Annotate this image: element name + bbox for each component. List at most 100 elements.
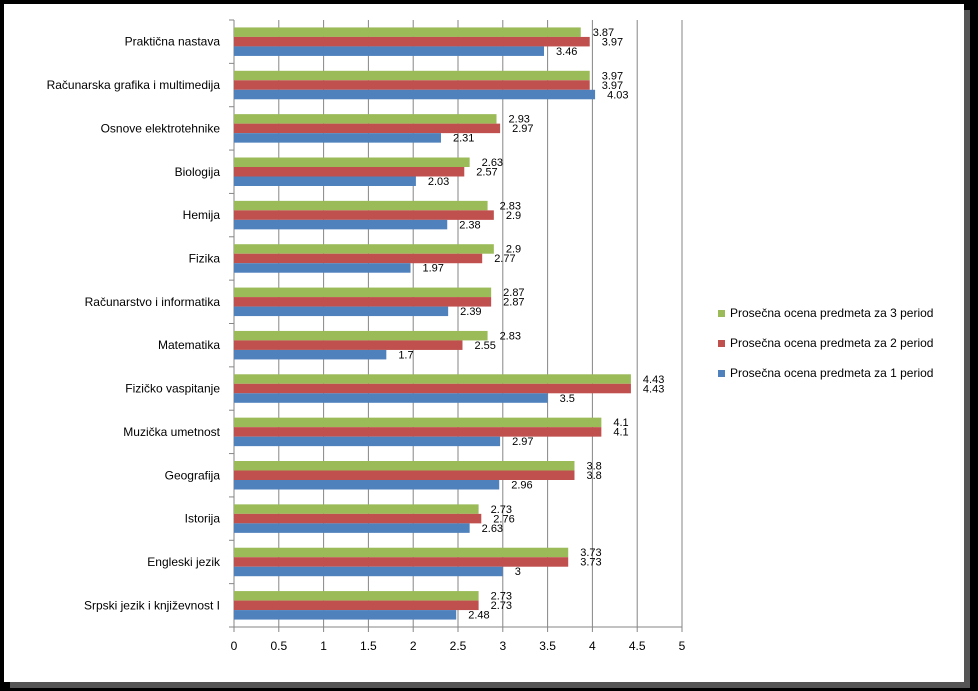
bar [234,330,488,341]
bar [234,176,416,186]
bar [234,513,482,524]
data-label: 2.9 [506,244,521,256]
bar [234,557,569,567]
bar [234,219,448,230]
data-label: 2.73 [491,591,512,603]
bar [234,89,596,100]
bar [234,427,602,437]
data-label: 3.97 [602,80,623,92]
category-label: Engleski jezik [147,555,221,569]
category-label: Računarstvo i informatika [85,295,221,309]
bar [234,591,479,601]
data-label: 2.73 [491,600,512,612]
data-label: 2.38 [459,219,480,231]
bar [234,167,465,177]
x-tick-label: 4 [589,639,596,653]
data-label: 1.7 [398,349,413,361]
x-tick-label: 5 [679,639,686,653]
bar [234,436,501,447]
x-tick-label: 2 [410,639,417,653]
data-label: 4.43 [643,374,664,386]
data-label: 2.76 [493,513,514,525]
bar [234,210,494,220]
x-tick-label: 1 [320,639,327,653]
category-label: Matematika [158,338,220,352]
bar [234,417,602,428]
data-label: 2.63 [482,157,503,169]
data-label: 2.96 [511,480,532,492]
bar [234,70,590,81]
data-label: 4.43 [643,383,664,395]
x-tick-label: 3.5 [539,639,556,653]
category-label: Hemija [183,208,221,222]
bar [234,610,457,620]
bar [234,80,590,90]
bar [234,200,488,211]
category-label: Računarska grafika i multimedija [47,78,221,92]
legend-swatch [718,310,725,317]
data-label: 3.5 [560,393,575,405]
bar [234,36,590,47]
data-label: 2.93 [509,114,530,126]
data-label: 3.73 [580,547,601,559]
data-label: 2.83 [500,330,521,342]
bar [234,547,569,558]
data-label: 3.87 [593,27,614,39]
data-label: 4.03 [607,89,628,101]
x-tick-label: 2.5 [450,639,467,653]
bar [234,461,575,471]
data-label: 4.1 [613,427,628,439]
data-label: 4.1 [613,417,628,429]
data-label: 3.97 [602,70,623,82]
bar [234,566,503,577]
data-label: 2.31 [453,133,474,145]
data-label: 2.57 [476,167,497,179]
bar [234,374,631,384]
bar [234,470,575,480]
x-tick-label: 0 [231,639,238,653]
x-tick-label: 1.5 [360,639,377,653]
data-label: 3 [515,566,521,578]
bar [234,600,479,611]
bar [234,46,545,56]
data-label: 2.87 [503,297,524,309]
category-label: Fizika [189,251,221,265]
category-label: Muzička umetnost [123,425,220,439]
data-label: 2.83 [500,200,521,212]
bar [234,383,631,394]
data-label: 2.63 [482,523,503,535]
data-label: 3.97 [602,36,623,48]
category-label: Istorija [185,512,221,526]
bar [234,133,441,143]
data-label: 2.48 [468,610,489,622]
data-label: 1.97 [423,263,444,275]
data-label: 2.55 [474,340,495,352]
bar [234,287,492,298]
bar [234,263,411,273]
bar [234,504,479,514]
bar [234,349,387,360]
data-label: 2.73 [491,504,512,516]
legend-swatch [718,340,725,347]
bar [234,253,483,264]
bar [234,480,500,490]
x-tick-label: 4.5 [629,639,646,653]
legend-swatch [718,370,725,377]
data-label: 2.87 [503,287,524,299]
category-label: Srpski jezik i književnost I [84,598,220,612]
bar [234,393,548,403]
category-label: Biologija [175,165,221,179]
data-label: 2.39 [460,306,481,318]
bar [234,523,470,533]
bar [234,244,494,254]
data-label: 2.03 [428,176,449,188]
bar [234,297,492,307]
bar [234,340,463,350]
data-label: 3.8 [586,461,601,473]
data-label: 3.8 [586,470,601,482]
legend-label: Prosečna ocena predmeta za 3 period [730,306,933,320]
chart-frame: 0 0.5 1 1.5 2 2.5 3 3.5 4 4.5 5 Praktična nastava 3.… [4,4,964,682]
data-label: 2.9 [506,210,521,222]
category-label: Osnove elektrotehnike [101,121,221,135]
legend-label: Prosečna ocena predmeta za 1 period [730,366,933,380]
